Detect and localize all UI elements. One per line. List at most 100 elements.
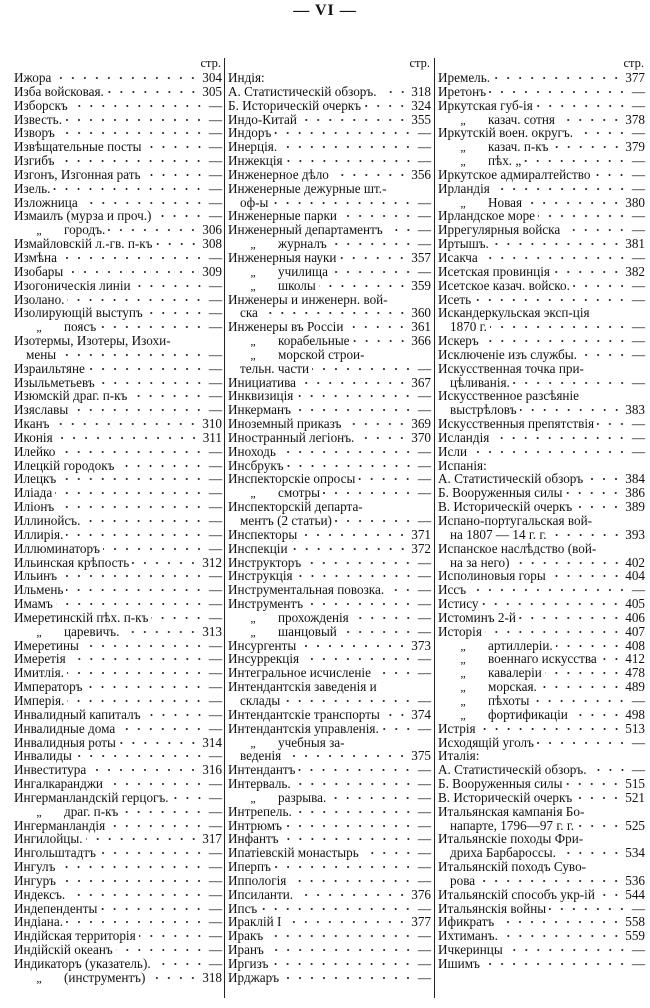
ditto-mark: „ <box>250 610 256 625</box>
dot-leader <box>586 475 623 484</box>
entry-page-number: 525 <box>625 817 645 833</box>
dot-leader <box>361 849 414 858</box>
index-entry: Ираклій I 377 <box>228 915 431 929</box>
index-entry: Искусственныя препятствія — <box>438 417 645 431</box>
entry-page-number: — <box>417 692 431 708</box>
entry-page-number: 308 <box>202 236 222 252</box>
index-entry: Имитлія. — <box>14 666 222 680</box>
entry-page-number: 310 <box>202 416 222 432</box>
index-subentry: „ артиллеріи. 408 <box>438 638 645 652</box>
ditto-mark: „ <box>250 790 256 805</box>
index-entry: Иперпъ — <box>228 860 431 874</box>
entry-page-number: 389 <box>625 499 645 515</box>
index-subentry: „ кавалеріи 478 <box>438 666 645 680</box>
entry-page-number: — <box>417 471 431 487</box>
entry-term: Инструкція <box>228 568 293 584</box>
index-entry: Интендантскія заведенія и <box>228 680 431 694</box>
dot-leader <box>278 447 414 456</box>
entry-page-number: — <box>417 125 431 141</box>
dot-leader <box>491 240 623 249</box>
entry-page-number: 379 <box>625 139 645 155</box>
entry-page-number: — <box>417 942 431 958</box>
index-entry: Ирджаръ — <box>228 970 431 985</box>
entry-term: Инженерное дѣло <box>228 166 329 182</box>
entry-term: Иллюминаторъ <box>14 540 100 556</box>
entry-page-number: 361 <box>411 319 431 335</box>
ditto-mark: „ <box>460 140 466 155</box>
entry-page-number: — <box>417 720 431 736</box>
entry-term: веденія <box>240 748 282 764</box>
entry-page-number: — <box>208 900 222 916</box>
entry-term: Иремель. <box>438 70 491 85</box>
ditto-mark: „ <box>36 320 42 335</box>
entry-term: Иноземный приказъ <box>228 416 342 432</box>
entry-page-number: — <box>208 305 222 321</box>
entry-term: Инсбрукъ <box>228 457 284 473</box>
entry-term: Инженерныя науки <box>228 249 337 265</box>
index-entry: Инвеститура 316 <box>14 763 222 777</box>
index-entry: Инвалиды — <box>14 749 222 763</box>
entry-term: Интрепель. <box>228 803 292 819</box>
index-entry: напарте, 1796—97 г. г. 525 <box>438 817 645 833</box>
entry-term: морская. <box>488 679 537 695</box>
index-entry: Инспекторы 371 <box>228 527 431 542</box>
entry-term: Иретонъ <box>438 83 487 99</box>
entry-term: Б. Вооруженныя силы <box>438 776 563 792</box>
index-entry: Ирландія — <box>438 181 645 196</box>
entry-term: Иноходь <box>228 443 276 459</box>
index-entry: Иліонъ — <box>14 500 222 514</box>
entry-term: Инвалидные дома <box>14 720 116 736</box>
entry-page-number: — <box>208 928 222 944</box>
index-entry: ментъ (2 статьи) — <box>228 514 431 528</box>
entry-term: фортификаціи <box>488 706 568 722</box>
entry-page-number: — <box>417 845 431 861</box>
entry-page-number: — <box>417 208 431 224</box>
entry-term: Б. Историческій очеркъ <box>228 97 362 113</box>
entry-term: Ипсъ <box>228 900 258 916</box>
entry-term: Изолирующій выступъ <box>14 305 143 321</box>
dot-leader <box>289 876 414 885</box>
dot-leader <box>535 101 628 110</box>
entry-term: Индо-Китай <box>228 111 297 127</box>
index-subentry: „ царевичъ. 313 <box>14 624 222 638</box>
entry-page-number: 373 <box>411 637 431 653</box>
entry-term: Измаилъ (мурза и проч.) <box>14 208 152 224</box>
ditto-mark: „ <box>460 680 466 695</box>
dot-leader <box>563 226 628 235</box>
index-entry: Ишимъ — <box>438 957 645 971</box>
entry-page-number: — <box>208 443 222 459</box>
entry-page-number: — <box>208 249 222 265</box>
index-entry: Изворъ — <box>14 126 222 140</box>
entry-term: разрыва. <box>278 789 327 805</box>
index-entry: Итальянскіе походы Фри- <box>438 832 645 846</box>
index-entry: Исетская провинція 382 <box>438 264 645 279</box>
index-entry: Иппологія — <box>228 874 431 888</box>
dot-leader <box>302 655 414 664</box>
entry-term: А. Статистическій обзоръ. <box>438 762 587 778</box>
index-entry: Искеръ — <box>438 334 645 348</box>
index-entry: Истрія 513 <box>438 721 645 736</box>
entry-term: Исландія <box>438 429 490 445</box>
entry-term: 1870 г. <box>450 319 487 335</box>
entry-page-number: — <box>417 222 431 238</box>
entry-page-number: — <box>417 776 431 792</box>
index-entry: Интендантъ — <box>228 763 431 777</box>
dot-leader <box>71 406 205 415</box>
entry-term: Ирландское море <box>438 208 536 224</box>
entry-term: Иллинойсъ. <box>14 513 81 528</box>
dot-leader <box>492 433 628 442</box>
entry-page-number: — <box>417 665 431 681</box>
dot-leader <box>132 558 200 567</box>
dot-leader <box>330 267 414 276</box>
entry-term: на за него) <box>450 554 510 570</box>
entry-term: Итальянскіе походы Фри- <box>438 831 584 847</box>
entry-page-number: 360 <box>411 305 431 321</box>
dot-leader <box>539 683 623 692</box>
entry-term: Итальянскія войны <box>438 900 547 916</box>
entry-page-number: 386 <box>625 485 645 501</box>
entry-page-number: 359 <box>411 277 431 293</box>
entry-page-number: 304 <box>202 70 222 85</box>
entry-page-number: 370 <box>411 429 431 445</box>
dot-leader <box>478 876 623 885</box>
dot-leader <box>143 710 205 719</box>
